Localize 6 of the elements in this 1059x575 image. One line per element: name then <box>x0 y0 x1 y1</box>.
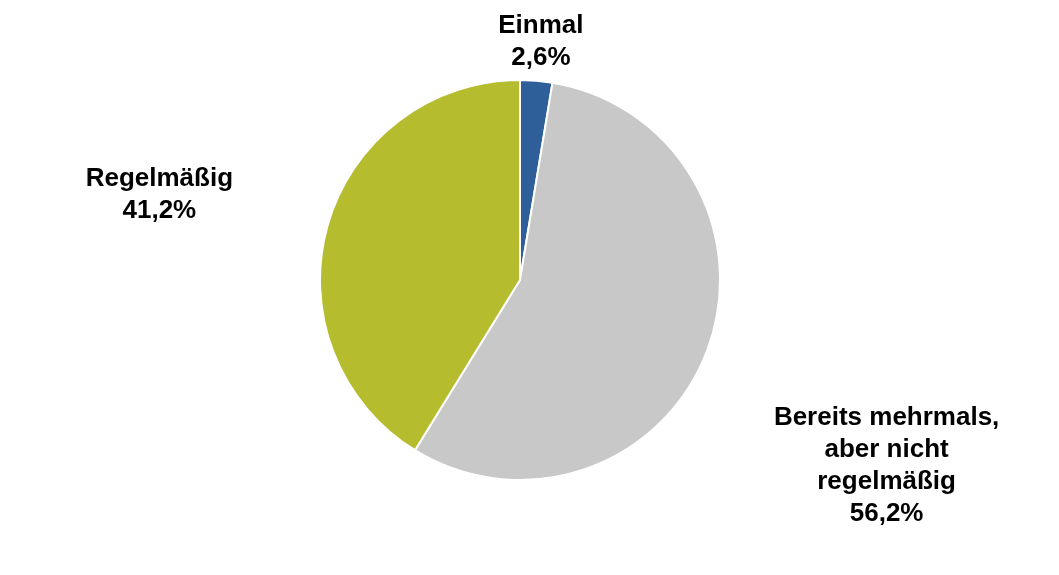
slice-label: Bereits mehrmals, aber nicht regelmäßig <box>773 401 1000 496</box>
data-label: 2,6% <box>511 40 571 71</box>
slice-label: Einmal <box>498 8 584 39</box>
slice-label: Regelmäßig <box>85 161 234 192</box>
data-label: 41,2% <box>122 193 197 224</box>
data-label: 56,2% <box>849 497 924 528</box>
